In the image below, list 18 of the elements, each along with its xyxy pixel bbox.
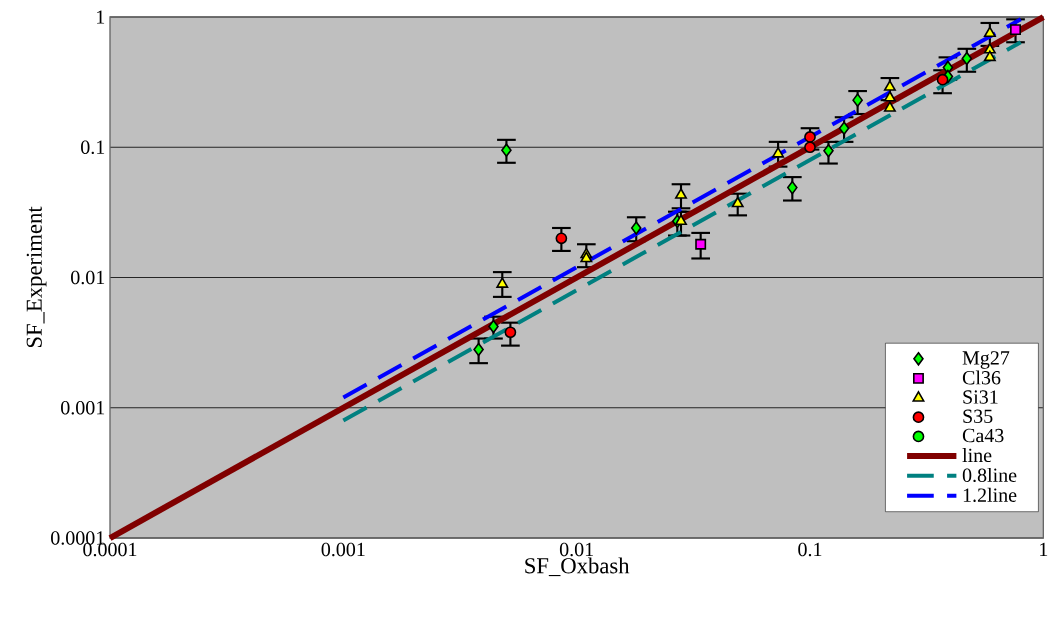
legend-label: Mg27 <box>962 351 1010 369</box>
x-tick-label: 0.01 <box>559 542 593 557</box>
y-tick-label: 0.1 <box>81 140 105 155</box>
y-tick-label: 0.01 <box>71 270 105 285</box>
x-axis-title: SF_Oxbash <box>525 557 630 577</box>
legend-label: Ca43 <box>962 428 1004 443</box>
y-tick-label: 0.001 <box>61 400 105 415</box>
x-tick-label: 1 <box>1040 542 1048 556</box>
legend-label: Cl36 <box>962 370 1001 385</box>
y-tick-label: 1 <box>97 10 105 24</box>
legend-label: S35 <box>963 409 993 423</box>
legend-label: Si31 <box>963 390 998 404</box>
x-tick-label: 0.1 <box>798 542 822 557</box>
legend-label: 1.2line <box>963 487 1017 502</box>
y-axis-title: SF_Experiment <box>26 206 47 348</box>
legend-label: line <box>962 448 992 463</box>
x-tick-label: 0.001 <box>321 542 365 557</box>
legend-label: 0.8line <box>962 467 1017 483</box>
